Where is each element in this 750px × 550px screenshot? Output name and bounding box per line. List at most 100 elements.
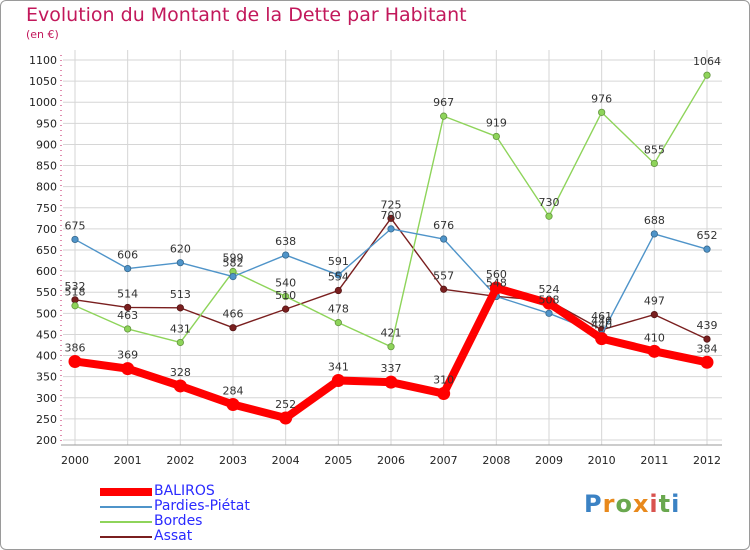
legend-label: Bordes (154, 513, 203, 529)
data-label-assat: 497 (644, 295, 665, 308)
y-tick-label: 400 (36, 350, 57, 363)
data-label-pardies-pi-tat: 700 (381, 209, 402, 222)
data-point-baliros (700, 355, 714, 369)
data-label-assat: 554 (328, 271, 349, 284)
data-label-pardies-pi-tat: 675 (65, 219, 86, 232)
data-label-pardies-pi-tat: 440 (591, 314, 612, 327)
axis-layer: 200 250 300 350 400 450 500 550 600 650 700 750 800 8… (29, 54, 722, 467)
data-point-baliros (384, 375, 398, 389)
data-point-assat (334, 286, 342, 295)
data-label-baliros: 524 (539, 283, 560, 296)
x-tick-label: 2012 (693, 454, 721, 467)
data-label-layer: 386 369 328 284 252 341 337 310 560 524 440 410 384 6… (65, 55, 722, 411)
data-label-bordes: 518 (65, 286, 86, 299)
data-label-baliros: 252 (275, 398, 296, 411)
data-label-assat: 557 (433, 269, 454, 282)
x-tick-label: 2009 (535, 454, 563, 467)
data-label-pardies-pi-tat: 638 (275, 235, 296, 248)
legend-label: Pardies-Piétat (154, 498, 250, 514)
data-label-pardies-pi-tat: 652 (697, 229, 718, 242)
legend-swatch (100, 536, 152, 538)
y-tick-label: 600 (36, 265, 57, 278)
data-point-baliros (489, 281, 503, 295)
data-point-bordes (71, 302, 79, 310)
data-point-assat (440, 285, 448, 293)
data-label-pardies-pi-tat: 548 (486, 276, 507, 289)
data-label-baliros: 440 (591, 319, 612, 332)
data-point-pardies-pi-tat (703, 245, 711, 253)
data-point-pardies-pi-tat (282, 251, 290, 259)
data-label-baliros: 337 (381, 362, 402, 375)
data-point-baliros (226, 398, 240, 412)
data-point-pardies-pi-tat (334, 271, 342, 279)
data-point-baliros (647, 344, 661, 358)
data-label-bordes: 421 (381, 327, 402, 340)
legend-label: BALIROS (154, 483, 215, 499)
data-label-baliros: 369 (117, 349, 138, 362)
logo-letter: o (615, 490, 633, 518)
logo-letter: t (658, 490, 672, 518)
data-point-assat (703, 335, 711, 343)
data-point-bordes (387, 343, 395, 351)
data-label-pardies-pi-tat: 591 (328, 255, 349, 268)
data-label-bordes: 1064 (693, 55, 721, 68)
data-label-assat: 514 (117, 287, 138, 300)
data-point-baliros (595, 332, 609, 346)
x-tick-label: 2010 (588, 454, 616, 467)
data-label-bordes: 463 (117, 309, 138, 322)
y-tick-label: 800 (36, 181, 57, 194)
data-label-baliros: 410 (644, 331, 665, 344)
data-point-bordes (492, 132, 500, 141)
data-point-baliros (542, 296, 556, 310)
legend-swatch (100, 488, 152, 496)
data-label-assat: 439 (697, 319, 718, 332)
data-point-bordes (650, 159, 658, 168)
data-label-pardies-pi-tat: 606 (117, 249, 138, 262)
y-tick-label: 550 (36, 286, 57, 299)
data-label-assat: 725 (381, 198, 402, 211)
data-label-assat: 513 (170, 288, 191, 301)
logo-letter: i (671, 490, 681, 518)
data-label-assat: 532 (65, 280, 86, 293)
proxiti-logo: Proxiti (584, 490, 680, 518)
data-point-baliros (279, 411, 293, 425)
data-point-baliros (437, 387, 451, 401)
y-tick-label: 700 (36, 223, 57, 236)
data-label-bordes: 599 (223, 252, 244, 265)
y-tick-label: 900 (36, 138, 57, 151)
x-tick-label: 2004 (272, 454, 300, 467)
logo-letter: P (584, 490, 603, 518)
x-tick-label: 2002 (166, 454, 194, 467)
data-point-pardies-pi-tat (229, 272, 237, 281)
data-point-pardies-pi-tat (545, 309, 553, 317)
data-label-bordes: 967 (433, 96, 454, 109)
x-tick-label: 2011 (640, 454, 668, 467)
data-label-bordes: 976 (591, 92, 612, 105)
data-label-bordes: 730 (539, 196, 560, 209)
data-label-bordes: 431 (170, 322, 191, 335)
data-label-baliros: 386 (65, 341, 86, 354)
chart-title: Evolution du Montant de la Dette par Hab… (26, 4, 467, 26)
data-point-pardies-pi-tat (176, 259, 184, 267)
x-tick-label: 2000 (61, 454, 89, 467)
legend-swatch (100, 506, 152, 508)
y-tick-label: 300 (36, 392, 57, 405)
data-point-bordes (598, 108, 606, 116)
data-label-baliros: 384 (697, 342, 718, 355)
data-point-pardies-pi-tat (387, 225, 395, 233)
data-point-pardies-pi-tat (650, 230, 658, 238)
data-label-pardies-pi-tat: 688 (644, 214, 665, 227)
y-tick-label: 850 (36, 160, 57, 173)
legend-label: Assat (154, 528, 193, 544)
data-label-pardies-pi-tat: 508 (539, 293, 560, 306)
y-tick-label: 950 (36, 117, 57, 130)
data-label-assat: 510 (275, 289, 296, 302)
data-point-bordes (334, 319, 342, 327)
series-layer (68, 71, 714, 425)
x-tick-label: 2001 (114, 454, 142, 467)
data-label-baliros: 310 (433, 374, 454, 387)
data-label-pardies-pi-tat: 620 (170, 243, 191, 256)
y-tick-label: 450 (36, 328, 57, 341)
